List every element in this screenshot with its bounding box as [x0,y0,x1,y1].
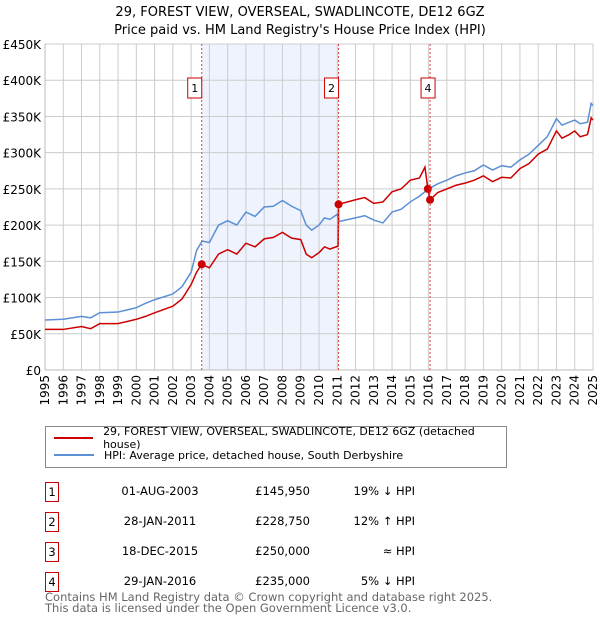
y-tick-label: £250K [3,183,43,197]
legend-item-hpi: HPI: Average price, detached house, Sout… [54,447,403,463]
legend-item-property: 29, FOREST VIEW, OVERSEAL, SWADLINCOTE, … [54,425,506,451]
x-tick-label: 2025 [586,375,600,406]
sale-label-text: 2 [328,82,335,95]
legend-label-hpi: HPI: Average price, detached house, Sout… [104,448,404,462]
x-tick-label: 2001 [148,375,162,406]
x-tick-label: 2020 [495,375,509,406]
sale-label-box [420,77,436,99]
x-tick-label: 2017 [440,375,454,406]
sale-hpi-relation: 5% ↓ HPI [360,574,415,588]
sale-label-box [324,77,340,99]
sale-label-text: 4 [425,82,432,95]
x-tick-label: 2015 [403,375,417,406]
x-tick-label: 2013 [367,375,381,406]
x-tick-label: 1998 [93,375,107,406]
sale-point [423,184,432,193]
chart-subtitle: Price paid vs. HM Land Registry's House … [114,23,486,38]
x-tick-label: 2023 [549,375,563,406]
chart-title: 29, FOREST VIEW, OVERSEAL, SWADLINCOTE, … [115,5,485,20]
sale-number-badge: 2 [45,512,59,532]
sale-price: £145,950 [255,484,310,498]
sale-date: 18-DEC-2015 [121,544,199,558]
y-tick-label: £100K [3,292,43,306]
sale-row: 2 28-JAN-2011 £228,750 12% ↑ HPI [45,512,600,532]
sale-number-badge: 3 [45,542,59,562]
x-tick-label: 2007 [257,375,271,406]
sale-row: 3 18-DEC-2015 £250,000 ≈ HPI [45,542,600,562]
sale-price: £235,000 [255,574,310,588]
sale-number-badge: 4 [45,572,59,592]
x-tick-label: 2008 [275,375,289,406]
x-tick-label: 2011 [330,375,344,406]
x-tick-label: 2002 [166,375,180,406]
sale-date: 28-JAN-2011 [123,514,197,528]
sale-date: 29-JAN-2016 [123,574,197,588]
sale-label-text: 1 [191,82,198,95]
sale-number-badge: 1 [45,482,59,502]
sale-label-box [187,77,203,99]
legend: 29, FOREST VIEW, OVERSEAL, SWADLINCOTE, … [45,425,507,468]
x-tick-label: 2005 [221,375,235,406]
sale-hpi-relation: 19% ↓ HPI [353,484,415,498]
footer-line-1: Contains HM Land Registry data © Crown c… [45,590,493,604]
legend-swatch-hpi [54,454,94,456]
price-chart: £0 £50K £100K £150K £200K £250K £300K £350K £400… [3,38,600,406]
x-tick-label: 2012 [349,375,363,406]
x-tick-label: 2022 [531,375,545,406]
x-tick-label: 2019 [476,375,490,406]
x-tick-label: 1995 [38,375,52,406]
x-tick-label: 2006 [239,375,253,406]
sale-row: 1 01-AUG-2003 £145,950 19% ↓ HPI [45,482,600,502]
x-tick-label: 2010 [312,375,326,406]
sale-price: £228,750 [255,514,310,528]
y-tick-label: £0 [26,364,41,378]
sale-date: 01-AUG-2003 [121,484,199,498]
footer-line-2: This data is licensed under the Open Gov… [45,601,412,615]
legend-label-property: 29, FOREST VIEW, OVERSEAL, SWADLINCOTE, … [103,425,475,451]
x-tick-label: 2003 [184,375,198,406]
sale-point [426,195,435,204]
sale-point [197,260,206,269]
sale-hpi-relation: 12% ↑ HPI [353,514,415,528]
y-tick-label: £450K [3,38,43,52]
x-tick-label: 2014 [385,375,399,406]
x-tick-label: 2004 [202,375,216,406]
sale-price: £250,000 [255,544,310,558]
x-tick-label: 2021 [513,375,527,406]
y-tick-label: £350K [3,110,43,124]
sale-point [334,200,343,209]
x-tick-label: 1997 [75,375,89,406]
x-tick-label: 2024 [568,375,582,406]
x-tick-label: 2009 [294,375,308,406]
y-tick-label: £300K [3,147,43,161]
series-line [45,116,594,331]
sale-hpi-relation: ≈ HPI [382,544,415,558]
x-tick-label: 2018 [458,375,472,406]
x-tick-label: 2016 [422,375,436,406]
x-tick-label: 2000 [129,375,143,406]
y-tick-label: £50K [10,328,42,342]
x-tick-label: 1996 [56,375,70,406]
sale-row: 4 29-JAN-2016 £235,000 5% ↓ HPI [45,572,600,592]
y-tick-label: £400K [3,74,43,88]
legend-swatch-property [54,437,94,439]
y-tick-label: £150K [3,255,43,269]
y-tick-label: £200K [3,219,43,233]
x-tick-label: 1999 [111,375,125,406]
